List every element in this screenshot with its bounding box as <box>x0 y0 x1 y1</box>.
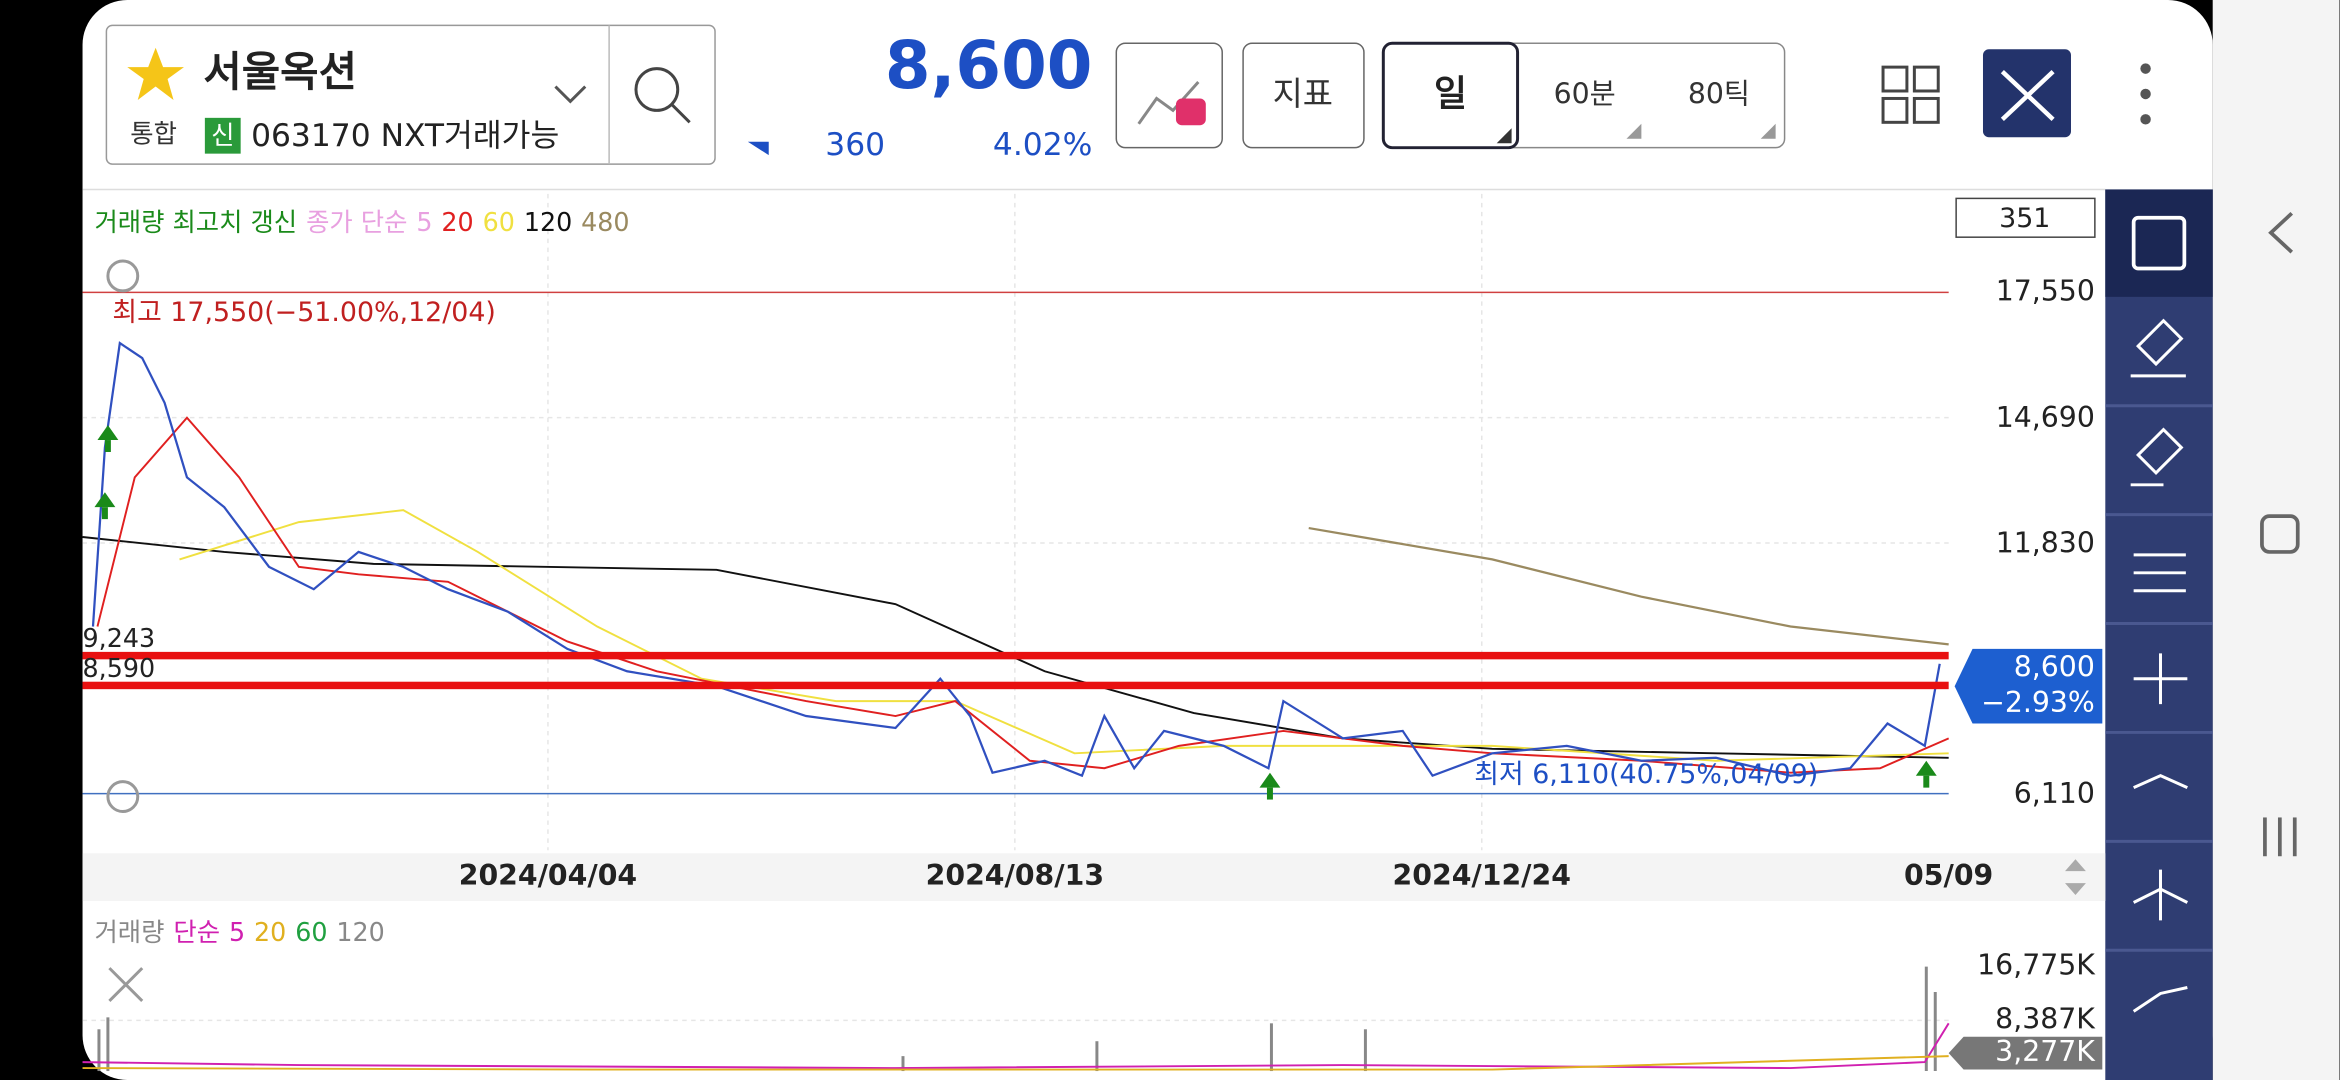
line-tool[interactable] <box>2133 774 2188 789</box>
change: 360 <box>825 127 885 163</box>
current-tag <box>1954 648 2103 724</box>
recents-button[interactable] <box>2263 817 2297 857</box>
support-line <box>82 681 1949 690</box>
drawing-toolbar <box>2105 189 2213 1080</box>
nav-bar <box>2212 0 2340 1080</box>
close-volume[interactable] <box>108 967 144 1002</box>
low-label: 최저 6,110(40.75%,04/09) <box>1474 759 1818 790</box>
x-label: 2024/08/13 <box>926 859 1104 892</box>
line-label: 8,590 <box>83 653 156 683</box>
stock-name: 서울옥션 <box>203 47 357 96</box>
x-label: 2024/12/24 <box>1393 859 1571 892</box>
change-pct: 4.02% <box>993 127 1092 163</box>
legend-item: 20 <box>254 917 286 947</box>
volume-legend: 거래량 단순 5 20 60 120 <box>94 917 384 947</box>
ma-60 <box>179 509 1949 762</box>
volume-y-label: 16,775K <box>1977 949 2096 982</box>
legend-item: 5 <box>416 207 432 237</box>
legend-item: 거래량 <box>94 917 164 947</box>
zoom-out[interactable] <box>106 780 140 813</box>
eraser-tool[interactable] <box>2130 318 2186 378</box>
legend-item: 거래량 최고치 갱신 <box>94 207 297 237</box>
legend-item: 120 <box>524 207 572 237</box>
legend-item: 120 <box>336 917 384 947</box>
x-label: 2024/04/04 <box>459 859 637 892</box>
chart-video-button[interactable] <box>1115 42 1223 149</box>
stock-box[interactable] <box>105 24 716 165</box>
scroll-control[interactable] <box>2065 859 2086 896</box>
button-label: 일 <box>1434 73 1467 114</box>
count-box <box>1955 197 2096 238</box>
button-label[interactable]: 80틱 <box>1688 77 1750 110</box>
ma-480 <box>1308 526 1949 646</box>
legend-item: 20 <box>441 207 473 237</box>
erase-all-tool[interactable] <box>2130 427 2184 487</box>
y-label: 11,830 <box>1996 526 2095 559</box>
credit-badge <box>204 117 241 154</box>
cross-tool[interactable] <box>2133 653 2188 705</box>
price-path <box>91 341 1941 778</box>
current-volume: 3,277K <box>1995 1035 2096 1068</box>
back-button[interactable] <box>2268 211 2294 254</box>
save-tool[interactable] <box>2105 189 2213 297</box>
y-label: 6,110 <box>2014 777 2095 810</box>
support-line <box>82 651 1949 660</box>
current-price: 8,600 <box>2014 650 2095 683</box>
hcl-tool[interactable] <box>2133 553 2186 593</box>
dropdown[interactable] <box>554 85 587 104</box>
legend-item: 60 <box>483 207 515 237</box>
market: 통합 <box>130 119 177 149</box>
down-arrow <box>747 141 769 156</box>
line-label: 9,243 <box>83 623 156 653</box>
signal-arrows <box>94 425 1937 800</box>
day-button[interactable] <box>1381 41 1520 150</box>
legend-item: 종가 단순 <box>306 207 407 237</box>
legend-item: 60 <box>295 917 327 947</box>
grid <box>82 193 1949 851</box>
x-label: 05/09 <box>1904 859 1993 892</box>
layout-button[interactable] <box>1881 65 1940 124</box>
y-label: 17,550 <box>1996 274 2095 307</box>
volume-tag <box>1948 1036 2103 1070</box>
high-label: 최고 17,550(−51.00%,12/04) <box>112 297 496 328</box>
x-axis-band <box>82 853 2106 901</box>
count: 351 <box>1999 203 2050 234</box>
more-button[interactable] <box>2140 63 2151 125</box>
code-line: 063170 NXT거래가능 <box>251 118 559 154</box>
y-label: 14,690 <box>1996 401 2095 434</box>
volume-y-label: 8,387K <box>1995 1002 2096 1035</box>
price: 8,600 <box>885 28 1093 104</box>
search-icon[interactable] <box>634 67 680 112</box>
button-label[interactable]: 60분 <box>1554 77 1616 110</box>
app <box>82 0 2213 1080</box>
legend-item: 480 <box>581 207 629 237</box>
home-button[interactable] <box>2260 514 2300 554</box>
ma-20 <box>96 416 1950 774</box>
button-label: 지표 <box>1273 75 1333 113</box>
vertical-tool[interactable] <box>2132 869 2189 921</box>
price-legend: 거래량 최고치 갱신 종가 단순 5 20 60 120 480 <box>94 207 629 237</box>
zoom-in[interactable] <box>106 259 140 293</box>
credit: 신 <box>211 120 234 150</box>
legend-item: 5 <box>229 917 245 947</box>
indicator-button[interactable] <box>1242 42 1365 149</box>
legend-item: 단순 <box>173 917 220 947</box>
trend-tool[interactable] <box>2132 986 2188 1013</box>
current-change: −2.93% <box>1981 686 2095 719</box>
